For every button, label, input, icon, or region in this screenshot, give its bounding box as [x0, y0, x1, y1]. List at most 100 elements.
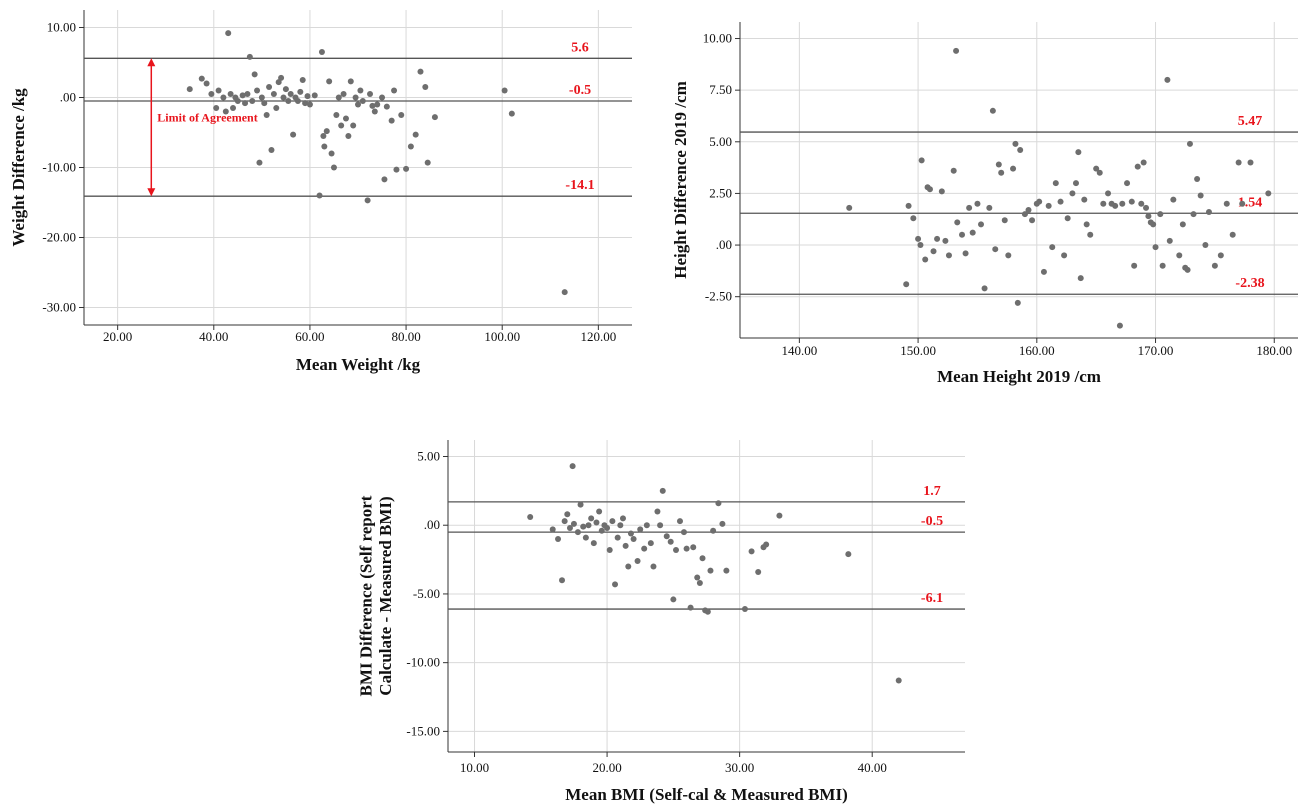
scatter-point — [367, 91, 374, 97]
scatter-point — [1194, 175, 1201, 182]
scatter-point — [1124, 180, 1131, 187]
scatter-point — [268, 147, 275, 153]
scatter-point — [1072, 180, 1079, 187]
reference-line-label: -0.5 — [921, 514, 943, 529]
scatter-point — [555, 535, 562, 542]
scatter-point — [598, 527, 605, 534]
scatter-point — [715, 500, 722, 507]
scatter-point — [318, 49, 325, 55]
scatter-point — [915, 235, 922, 242]
scatter-point — [1119, 200, 1126, 207]
scatter-point — [323, 128, 330, 135]
scatter-point — [1217, 252, 1224, 259]
scatter-point — [654, 508, 661, 515]
scatter-point — [431, 114, 438, 121]
scatter-point — [719, 520, 726, 527]
scatter-point — [407, 143, 414, 150]
scatter-point — [1138, 200, 1145, 207]
scatter-point — [704, 608, 711, 615]
scatter-point — [614, 534, 621, 541]
scatter-point — [1145, 213, 1152, 220]
scatter-point — [1152, 244, 1159, 251]
scatter-point — [1265, 190, 1272, 197]
chart-3: 10.00 20.00 30.00 40.00 5.00 .00 -5.00 -10.00 -1… — [356, 440, 965, 804]
scatter-point — [208, 91, 215, 97]
scatter-point — [1211, 262, 1218, 269]
scatter-point — [1014, 299, 1021, 306]
y-tick-label: .00 — [716, 237, 732, 252]
scatter-point — [251, 71, 258, 78]
scatter-point — [650, 563, 657, 570]
scatter-point — [1131, 262, 1138, 269]
scatter-point — [1036, 198, 1043, 205]
scatter-point — [694, 574, 701, 581]
x-tick-label: 20.00 — [592, 760, 621, 775]
x-tick-label: 10.00 — [460, 760, 489, 775]
scatter-point — [266, 84, 273, 90]
scatter-point — [1229, 231, 1236, 238]
scatter-point — [683, 545, 690, 552]
scatter-point — [1150, 221, 1157, 228]
scatter-point — [1064, 215, 1071, 222]
scatter-point — [1005, 252, 1012, 259]
scatter-point — [256, 159, 263, 166]
reference-line-label: 5.47 — [1238, 114, 1263, 129]
y-tick-label: 2.50 — [709, 185, 732, 200]
scatter-point — [627, 530, 634, 537]
reference-line-label: -6.1 — [921, 591, 943, 606]
x-tick-label: 30.00 — [725, 760, 754, 775]
x-tick-label: 20.00 — [103, 329, 132, 344]
scatter-point — [359, 98, 366, 104]
scatter-point — [222, 108, 229, 115]
scatter-point — [690, 544, 697, 551]
scatter-point — [559, 577, 566, 584]
scatter-point — [974, 200, 981, 207]
scatter-point — [302, 100, 309, 107]
y-tick-label: -10.00 — [406, 655, 440, 670]
y-tick-label: 5.00 — [709, 134, 732, 149]
chart-1: 20.00 40.00 60.00 80.00 100.00 120.00 10.00 .00… — [9, 10, 632, 374]
scatter-point — [699, 555, 706, 562]
scatter-point — [846, 204, 853, 211]
y-tick-label: -2.50 — [705, 289, 732, 304]
scatter-point — [508, 110, 515, 117]
y-axis-title-line: Calculate - Measured BMI) — [376, 496, 395, 695]
scatter-point — [261, 100, 268, 107]
x-tick-label: 150.00 — [900, 343, 936, 358]
scatter-point — [1052, 180, 1059, 187]
scatter-point — [393, 166, 400, 173]
scatter-point — [917, 242, 924, 249]
scatter-point — [340, 91, 347, 97]
scatter-point — [1205, 209, 1212, 216]
scatter-point — [647, 540, 654, 547]
x-axis-title: Mean Weight /kg — [296, 355, 421, 374]
scatter-point — [710, 527, 717, 534]
scatter-point — [1176, 252, 1183, 259]
scatter-point — [225, 30, 232, 37]
y-tick-label: 5.00 — [417, 448, 440, 463]
scatter-point — [345, 133, 352, 139]
scatter-point — [619, 515, 626, 522]
scatter-point — [270, 91, 277, 97]
x-tick-label: 170.00 — [1138, 343, 1174, 358]
scatter-point — [978, 221, 985, 228]
x-axis-title: Mean Height 2019 /cm — [937, 367, 1101, 386]
scatter-point — [606, 546, 613, 553]
y-tick-label: 7.50 — [709, 82, 732, 97]
scatter-point — [585, 522, 592, 529]
scatter-point — [246, 53, 253, 60]
scatter-point — [398, 112, 405, 118]
scatter-point — [379, 94, 386, 101]
scatter-point — [1116, 322, 1123, 329]
scatter-point — [374, 101, 381, 108]
scatter-point — [630, 535, 637, 542]
scatter-point — [577, 501, 584, 508]
scatter-point — [680, 529, 687, 536]
scatter-point — [1170, 196, 1177, 203]
scatter-point — [942, 237, 949, 244]
scatter-point — [320, 133, 327, 139]
scatter-point — [676, 518, 683, 525]
scatter-point — [989, 107, 996, 114]
scatter-point — [285, 98, 292, 104]
scatter-point — [234, 98, 241, 104]
